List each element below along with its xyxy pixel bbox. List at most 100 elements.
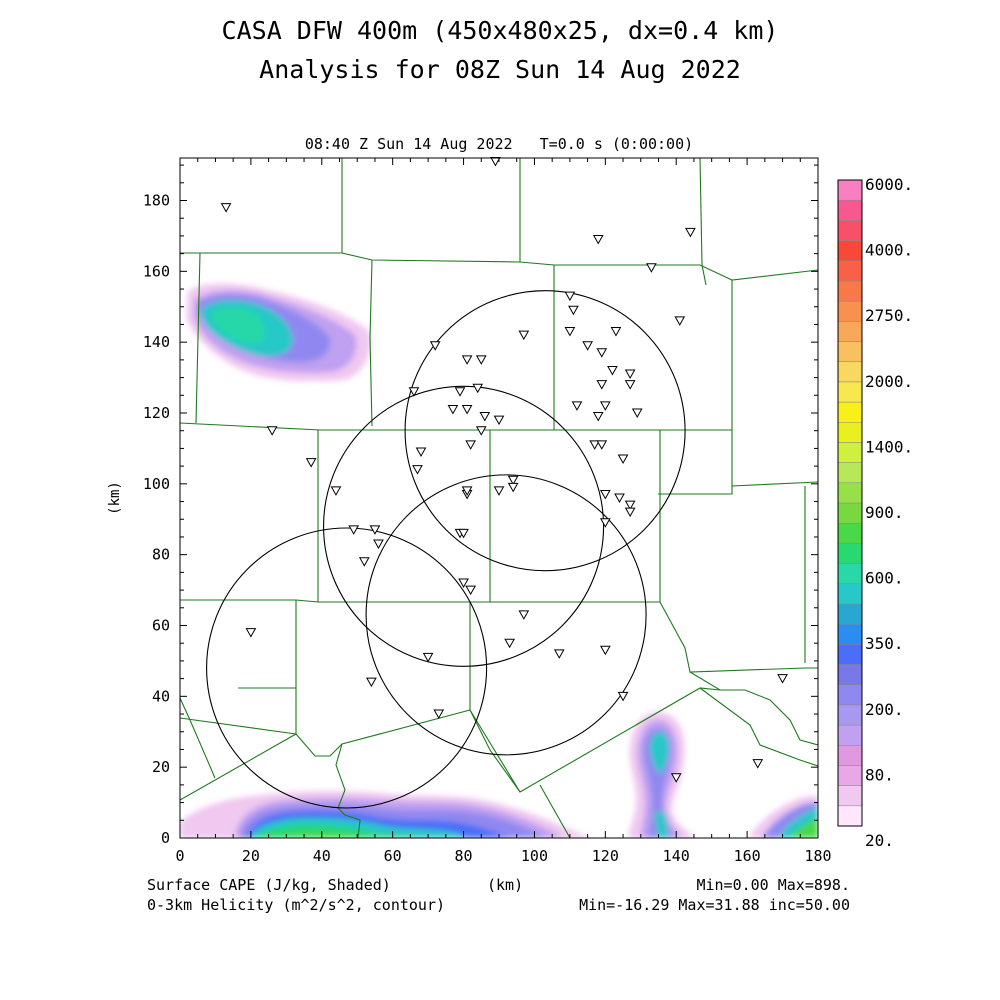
colorbar-label: 1400.	[865, 437, 913, 456]
station-marker	[415, 447, 427, 457]
station-marker	[564, 327, 576, 337]
colorbar-swatch	[837, 260, 863, 282]
colorbar-swatch	[837, 179, 863, 201]
station-marker	[373, 539, 384, 550]
station-marker	[599, 489, 611, 500]
x-tick-label: 180	[804, 847, 831, 865]
colorbar-swatch	[837, 361, 863, 383]
station-marker	[458, 528, 469, 539]
chart-subtitle: Analysis for 08Z Sun 14 Aug 2022	[259, 55, 741, 84]
y-tick-label: 100	[143, 475, 170, 493]
station-marker	[245, 628, 257, 638]
station-marker	[617, 691, 629, 702]
field-min-max: Min=0.00 Max=898.	[696, 876, 850, 894]
colorbar-swatch	[837, 199, 863, 221]
colorbar-label: 2000.	[865, 372, 913, 391]
colorbar-swatch	[837, 623, 863, 645]
x-tick-label: 160	[734, 847, 761, 865]
colorbar-swatch	[837, 563, 863, 584]
colorbar-swatch	[837, 220, 863, 241]
colorbar-swatch	[837, 704, 863, 726]
chart-title: CASA DFW 400m (450x480x25, dx=0.4 km)	[221, 16, 779, 45]
y-tick-label: 40	[152, 687, 170, 705]
station-marker	[599, 518, 611, 528]
station-marker	[461, 404, 473, 415]
station-marker	[429, 341, 441, 351]
station-marker	[685, 227, 696, 238]
radar-circle-2	[322, 385, 605, 667]
colorbar-swatch	[837, 381, 863, 403]
station-marker	[518, 330, 530, 341]
colorbar-swatch	[837, 805, 863, 827]
station-marker	[599, 401, 611, 411]
station-marker	[475, 355, 487, 365]
station-marker	[461, 355, 473, 365]
station-marker	[610, 327, 622, 337]
station-marker	[589, 440, 601, 450]
station-marker	[465, 440, 476, 450]
y-tick-label: 80	[152, 546, 170, 564]
station-marker	[617, 454, 629, 465]
station-marker	[493, 415, 505, 426]
colorbar-label: 6000.	[865, 175, 913, 194]
colorbar-swatch	[837, 341, 863, 362]
station-marker	[475, 426, 487, 436]
x-axis-label: (km)	[487, 876, 524, 894]
station-marker	[596, 380, 608, 390]
station-marker	[366, 677, 377, 688]
footer-contour-label: 0-3km Helicity (m^2/s^2, contour)	[147, 896, 446, 914]
x-tick-label: 60	[384, 847, 402, 865]
station-marker	[568, 305, 579, 316]
colorbar-label: 200.	[865, 700, 904, 719]
station-marker	[412, 465, 423, 475]
colorbar-label: 600.	[865, 569, 904, 588]
colorbar-label: 900.	[865, 503, 904, 522]
time-label: 08:40 Z Sun 14 Aug 2022 T=0.0 s (0:00:00…	[304, 135, 694, 153]
colorbar-label: 350.	[865, 634, 904, 653]
colorbar-swatch	[837, 785, 863, 807]
radar-range-circles	[206, 290, 686, 809]
station-marker	[433, 709, 445, 720]
station-marker	[599, 645, 611, 656]
station-marker	[607, 366, 618, 376]
station-marker	[458, 578, 469, 589]
station-marker	[518, 610, 530, 620]
colorbar-swatch	[837, 644, 863, 665]
colorbar-swatch	[837, 482, 863, 504]
colorbar-swatch	[837, 280, 863, 302]
station-marker	[348, 525, 360, 535]
x-tick-label: 20	[242, 847, 260, 865]
station-marker	[465, 585, 476, 596]
station-marker	[305, 458, 317, 468]
colorbar-swatch	[837, 502, 863, 524]
station-marker	[266, 426, 278, 436]
colorbar-swatch	[837, 522, 863, 544]
colorbar-swatch	[837, 745, 863, 766]
colorbar-swatch	[837, 664, 863, 685]
colorbar-label: 80.	[865, 765, 894, 784]
radar-circle-3	[365, 474, 647, 756]
station-marker	[447, 404, 459, 415]
station-marker	[624, 507, 636, 518]
station-marker	[624, 369, 636, 380]
cape-shading	[180, 283, 818, 838]
x-tick-label: 80	[455, 847, 473, 865]
colorbar-swatch	[837, 422, 863, 443]
footer-field-label: Surface CAPE (J/kg, Shaded)	[147, 876, 391, 894]
y-tick-label: 180	[143, 192, 170, 210]
station-marker	[493, 486, 505, 496]
colorbar-swatch	[837, 401, 863, 423]
station-marker	[504, 638, 515, 649]
station-marker	[330, 486, 342, 496]
x-tick-label: 100	[521, 847, 548, 865]
y-tick-label: 60	[152, 617, 170, 635]
station-marker	[777, 674, 788, 684]
station-marker	[408, 387, 420, 397]
colorbar-swatch	[837, 442, 863, 463]
colorbar-swatch	[837, 462, 863, 484]
station-marker	[614, 493, 625, 504]
station-marker	[592, 412, 604, 422]
colorbar-swatch	[837, 543, 863, 564]
station-marker	[369, 525, 381, 535]
station-marker	[624, 380, 636, 390]
